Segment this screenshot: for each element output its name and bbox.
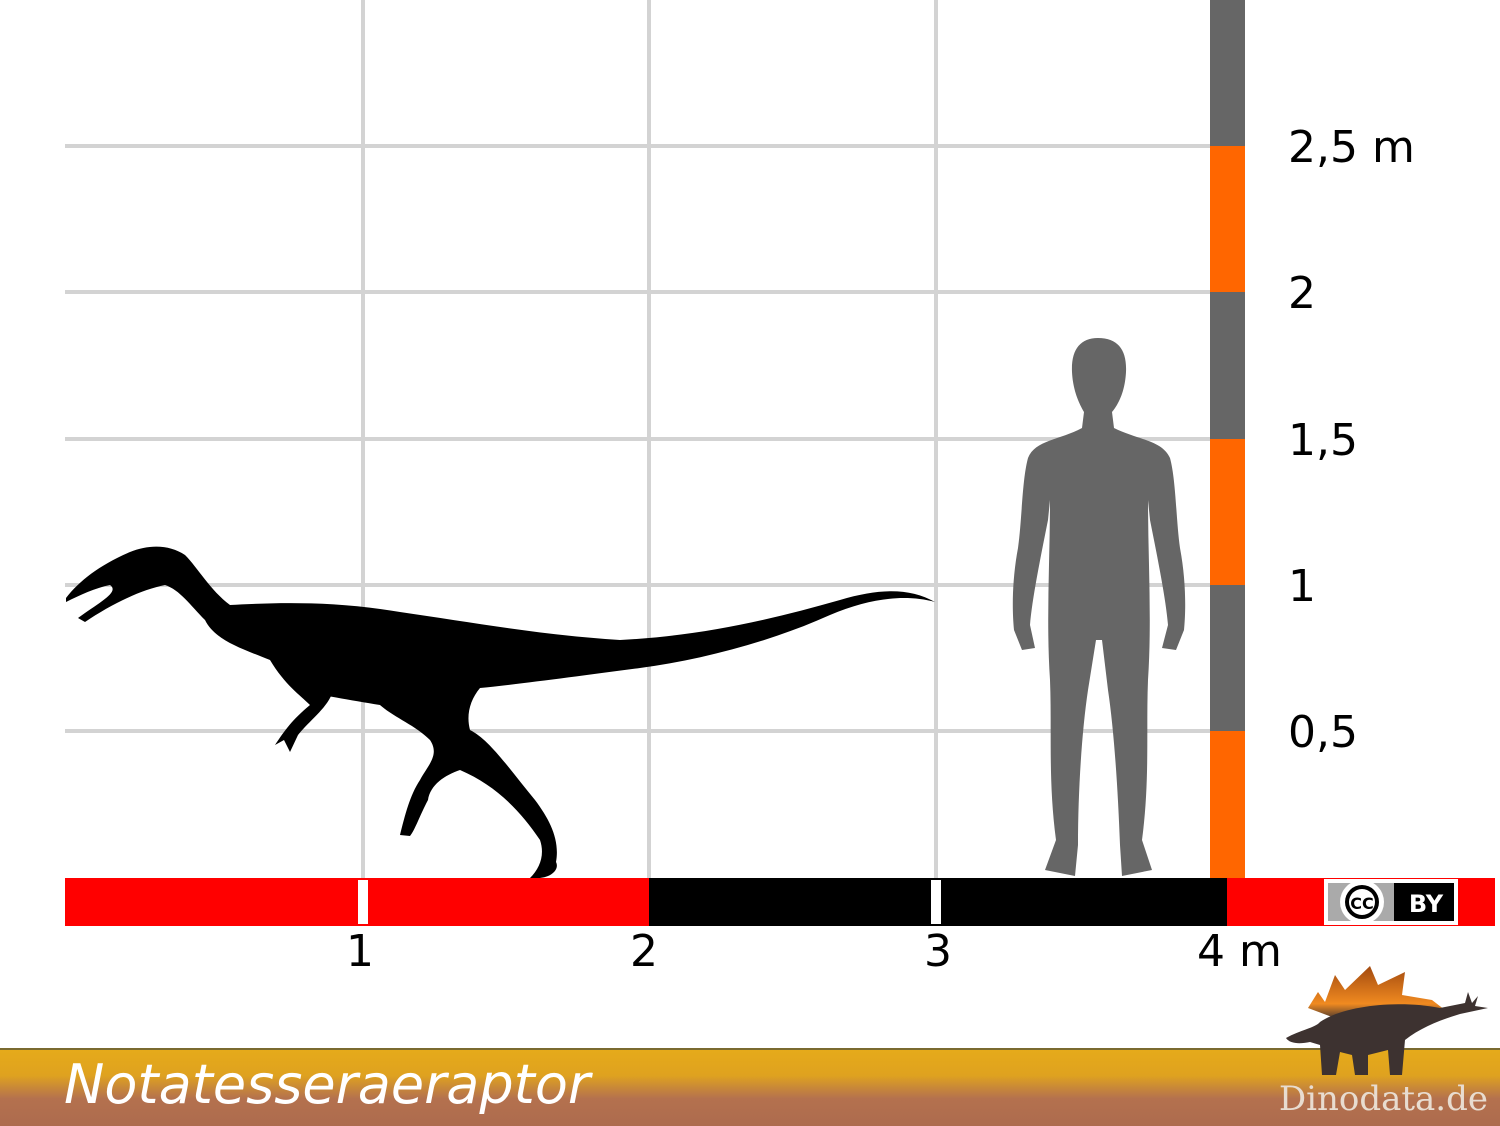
vscale-label-2: 2 <box>1288 268 1316 319</box>
by-text: BY <box>1409 890 1444 918</box>
human-silhouette <box>1012 338 1186 876</box>
vscale-label-1: 1 <box>1288 561 1316 612</box>
horizontal-scale-bar <box>65 878 1495 926</box>
hscale-label-4: 4 m <box>1197 926 1282 977</box>
hscale-label-3: 3 <box>924 926 952 977</box>
cc-text: CC <box>1350 894 1373 913</box>
vscale-label-2.5: 2,5 m <box>1288 122 1415 173</box>
vscale-label-1.5: 1,5 <box>1288 415 1358 466</box>
hscale-label-1: 1 <box>346 926 374 977</box>
stegosaurus-body-icon <box>1286 992 1488 1075</box>
vscale-label-0.5: 0,5 <box>1288 707 1358 758</box>
hscale-label-2: 2 <box>630 926 658 977</box>
vertical-scale-bar <box>1210 0 1245 878</box>
title-banner <box>0 1048 1500 1126</box>
dinosaur-silhouette <box>66 546 935 879</box>
species-title: Notatesseraeraptor <box>64 1053 593 1116</box>
site-name: Dinodata.de <box>1279 1079 1488 1119</box>
dinodata-logo[interactable]: Dinodata.de <box>1279 966 1488 1119</box>
cc-by-license-badge[interactable]: CC BY <box>1324 879 1458 925</box>
grid <box>65 0 1210 878</box>
